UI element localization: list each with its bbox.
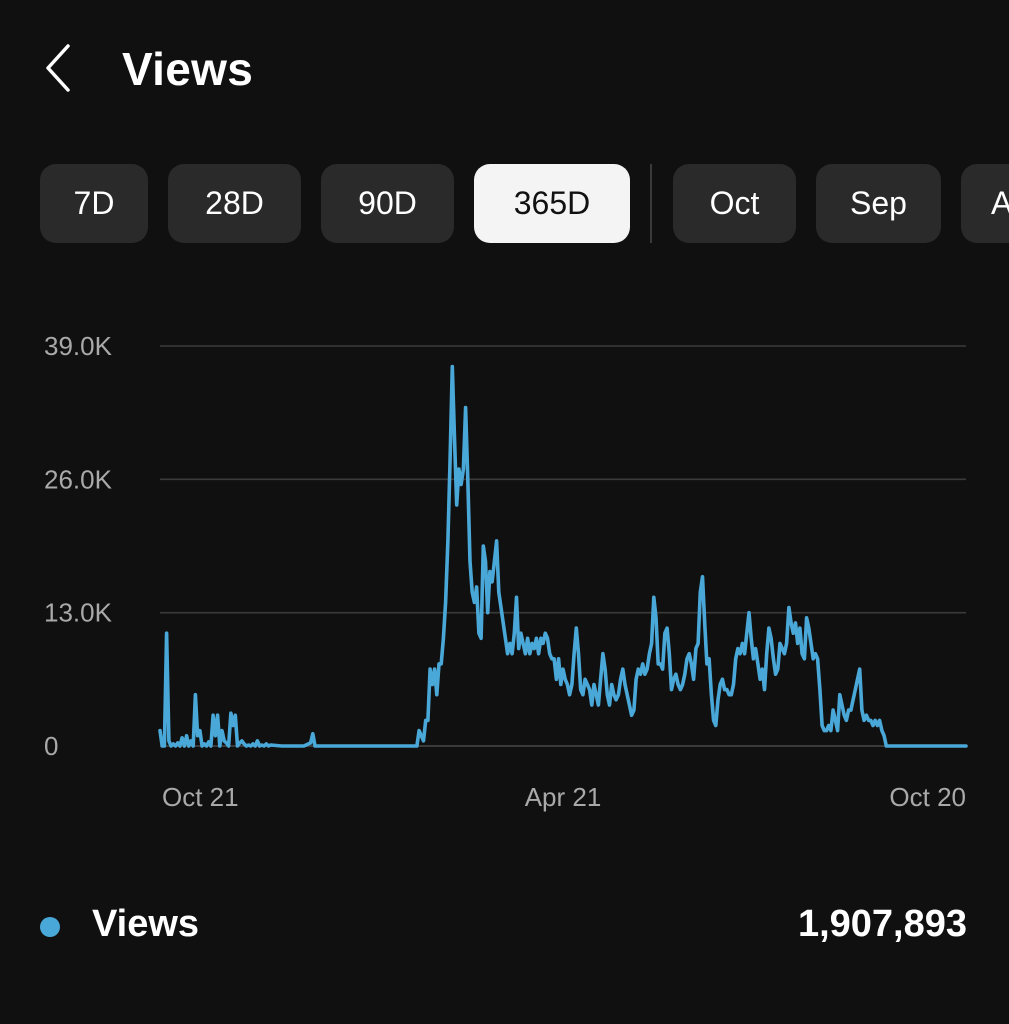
page-title: Views — [122, 43, 254, 95]
chip-divider — [650, 164, 652, 243]
x-tick-label: Oct 20 — [889, 782, 966, 812]
period-selector: 7D 28D 90D 365D Oct Sep A — [0, 164, 1009, 244]
period-chip-365d[interactable]: 365D — [474, 164, 630, 243]
period-chip-7d[interactable]: 7D — [40, 164, 148, 243]
chevron-left-icon — [46, 44, 70, 92]
x-tick-label: Oct 21 — [162, 782, 239, 812]
x-tick-label: Apr 21 — [525, 782, 602, 812]
chart-legend: Views 1,907,893 — [0, 895, 1009, 955]
y-tick-label: 39.0K — [44, 331, 113, 361]
y-tick-label: 26.0K — [44, 464, 113, 494]
y-tick-label: 0 — [44, 731, 58, 761]
period-chip-sep[interactable]: Sep — [816, 164, 941, 243]
views-chart: 0 13.0K 26.0K 39.0K Oct 21 Apr 21 Oct 20 — [0, 320, 1009, 820]
legend-label: Views — [92, 903, 200, 945]
back-button[interactable] — [30, 38, 90, 98]
y-tick-label: 13.0K — [44, 598, 113, 628]
period-chip-aug[interactable]: A — [961, 164, 1009, 243]
legend-dot-icon — [40, 917, 60, 937]
views-series-line — [158, 364, 968, 748]
period-chip-28d[interactable]: 28D — [168, 164, 301, 243]
period-chip-oct[interactable]: Oct — [673, 164, 796, 243]
total-views-value: 1,907,893 — [797, 903, 967, 945]
views-line-chart: 0 13.0K 26.0K 39.0K Oct 21 Apr 21 Oct 20 — [44, 331, 968, 812]
period-chip-90d[interactable]: 90D — [321, 164, 454, 243]
